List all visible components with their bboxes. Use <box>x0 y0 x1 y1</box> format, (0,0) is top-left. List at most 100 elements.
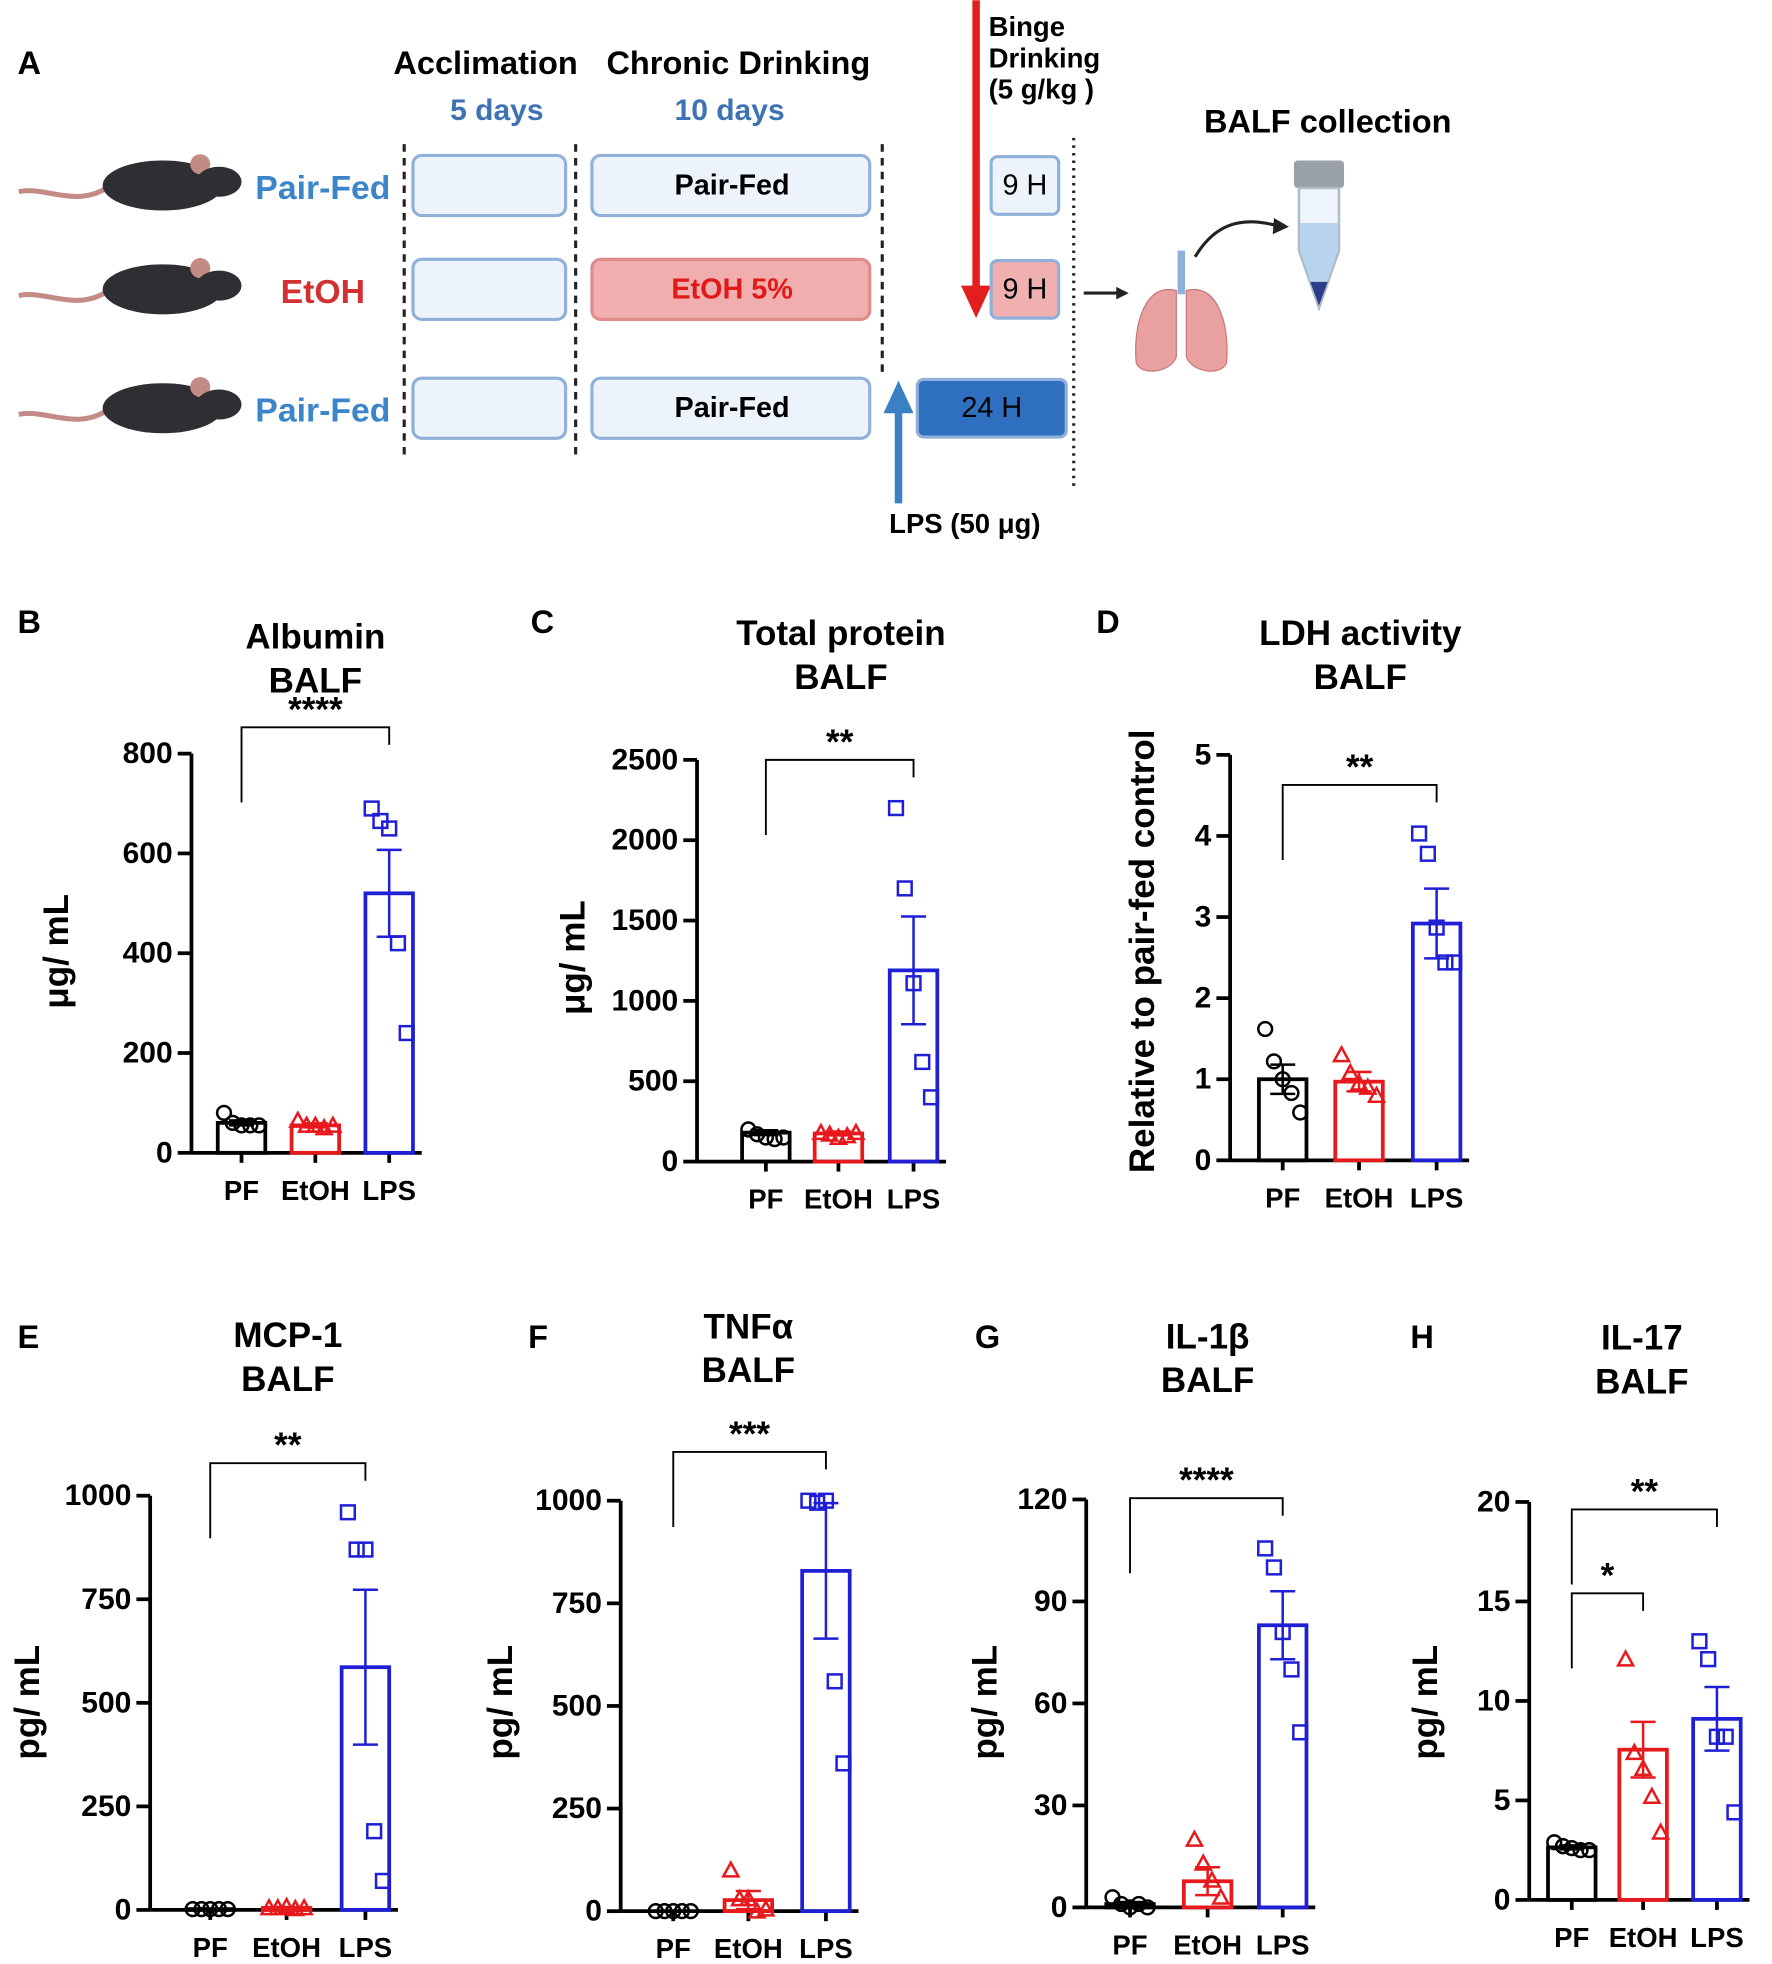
x-tick-label: LPS <box>1256 1929 1310 1960</box>
data-point <box>811 1122 831 1141</box>
data-point <box>242 1117 259 1134</box>
chart-title: BALF <box>1161 1361 1254 1400</box>
data-point <box>294 1897 314 1916</box>
data-point <box>1366 1085 1387 1103</box>
phase-duration: 5 days <box>450 94 543 127</box>
data-point <box>905 975 922 992</box>
y-tick-label: 4 <box>1195 819 1212 852</box>
group-name: Pair-Fed <box>255 392 390 430</box>
data-point <box>1563 1840 1580 1857</box>
data-point <box>215 1104 233 1122</box>
x-tick-label: LPS <box>339 1932 393 1963</box>
data-point <box>1358 1077 1378 1095</box>
error-bar <box>1704 1685 1730 1752</box>
y-tick-label: 60 <box>1034 1687 1067 1720</box>
tube-icon <box>1293 160 1345 312</box>
data-point <box>381 820 398 837</box>
error-bar <box>1630 1720 1656 1779</box>
data-point <box>323 1115 343 1133</box>
data-point <box>1340 1062 1360 1081</box>
mouse-body <box>102 264 223 315</box>
y-tick-label: 0 <box>115 1893 132 1926</box>
data-point <box>820 1124 840 1142</box>
significance-bracket <box>764 758 915 835</box>
significance-label: **** <box>288 690 343 729</box>
group-name: EtOH <box>281 273 365 311</box>
y-tick-label: 5 <box>1195 738 1212 771</box>
significance-bracket <box>209 1462 367 1539</box>
mouse-head <box>196 166 242 197</box>
error-bar <box>197 1907 223 1911</box>
y-tick-label: 1500 <box>611 904 678 937</box>
data-point <box>398 1024 415 1042</box>
data-point <box>1624 1742 1644 1761</box>
chart-title: BALF <box>1314 658 1407 697</box>
data-point <box>1642 1786 1662 1804</box>
data-point <box>1283 1661 1300 1678</box>
binge-label: Binge <box>989 11 1065 42</box>
data-point <box>1717 1728 1734 1745</box>
data-point <box>339 1504 357 1521</box>
data-point <box>1546 1834 1563 1851</box>
diet-box <box>590 257 872 321</box>
significance-bracket <box>1129 1497 1284 1574</box>
chart-title: BALF <box>269 662 362 701</box>
binge-label: Drinking <box>989 42 1101 73</box>
mouse-body <box>102 160 223 211</box>
data-point <box>665 1903 682 1920</box>
data-point <box>184 1900 201 1918</box>
significance-label: * <box>1601 1556 1615 1595</box>
chart-title: BALF <box>794 658 887 697</box>
y-tick-label: 400 <box>123 937 173 970</box>
treatment-box <box>989 258 1061 320</box>
chart-title: Albumin <box>245 618 385 657</box>
data-point <box>1292 1724 1309 1741</box>
y-axis-label: pg/ mL <box>1406 1645 1445 1760</box>
data-point <box>363 800 380 817</box>
data-point <box>738 1888 758 1907</box>
error-bar <box>352 1588 378 1746</box>
data-point <box>1572 1842 1589 1859</box>
chart-title: MCP-1 <box>233 1316 342 1355</box>
treatment-label: 9 H <box>1003 273 1048 305</box>
lungs-icon <box>1135 250 1228 372</box>
x-tick-label: EtOH <box>281 1175 350 1206</box>
data-point <box>721 1860 741 1878</box>
mouse-ear <box>190 258 211 279</box>
y-tick-label: 5 <box>1494 1784 1511 1817</box>
chart-title: LDH activity <box>1259 614 1462 653</box>
data-point <box>288 1110 308 1128</box>
x-tick-label: PF <box>193 1932 228 1963</box>
y-axis-label: pg/ mL <box>8 1645 47 1760</box>
data-point <box>1121 1899 1139 1916</box>
x-tick-label: PF <box>656 1933 691 1964</box>
chart-title: IL-1β <box>1166 1317 1250 1356</box>
data-point <box>740 1121 757 1138</box>
data-point <box>1615 1649 1636 1667</box>
error-bar <box>229 1119 255 1127</box>
data-point <box>922 1089 940 1106</box>
lps-arrow-head <box>883 380 914 414</box>
panel-letter: E <box>18 1319 40 1355</box>
data-point <box>1184 1829 1205 1847</box>
error-bar <box>1270 1063 1296 1096</box>
data-point <box>1651 1822 1671 1840</box>
diet-label: EtOH 5% <box>671 273 792 305</box>
chart-title: BALF <box>241 1360 334 1399</box>
error-bar <box>901 915 927 1026</box>
y-tick-label: 1000 <box>535 1484 602 1517</box>
data-point <box>1446 954 1463 971</box>
data-point <box>1633 1758 1653 1777</box>
data-point <box>357 1541 374 1558</box>
data-point <box>826 1673 843 1690</box>
data-point <box>1202 1870 1222 1888</box>
y-axis-label: Relative to pair-fed control <box>1123 730 1162 1174</box>
significance-bracket <box>240 726 391 803</box>
data-point <box>682 1903 699 1920</box>
data-point <box>656 1903 673 1920</box>
panel-letter: B <box>18 604 41 640</box>
diet-box <box>590 153 872 218</box>
x-tick-label: EtOH <box>1325 1182 1394 1213</box>
diet-label: Pair-Fed <box>675 392 790 424</box>
data-point <box>1292 1104 1309 1121</box>
